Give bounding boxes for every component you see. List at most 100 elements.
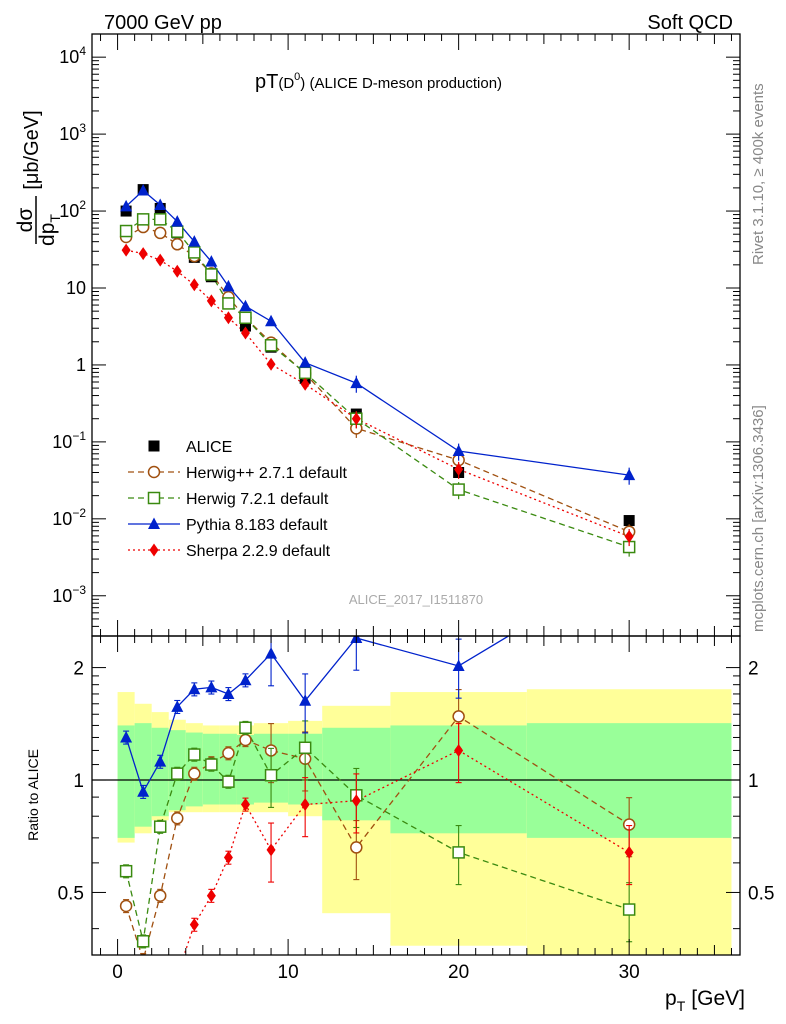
- pythia-ratio-point: [154, 755, 167, 767]
- herwig7-ratio-point: [188, 748, 201, 761]
- herwig7-ratio-point: [171, 767, 184, 780]
- x-tick-label: 30: [619, 962, 640, 983]
- herwigpp-ratio-point: [350, 841, 363, 854]
- herwigpp-point: [153, 226, 167, 240]
- y-tick-label: 104: [59, 44, 86, 67]
- y-tick-label: 1: [76, 355, 86, 375]
- pythia-ratio-point: [188, 682, 201, 695]
- sherpa-ratio-point: [139, 969, 148, 982]
- herwig7-ratio-point: [298, 741, 312, 755]
- pythia-point: [452, 444, 465, 457]
- pythia-point: [120, 199, 133, 212]
- y-tick-label: 10: [66, 278, 86, 298]
- y-tick-label: 10−1: [52, 429, 86, 452]
- herwig7-ratio-point: [153, 820, 167, 833]
- sherpa-ratio-point: [624, 845, 634, 859]
- sherpa-ratio-point: [223, 851, 233, 865]
- pythia-ratio-point: [137, 785, 150, 797]
- sherpa-point: [138, 247, 148, 261]
- sherpa-point: [206, 294, 216, 308]
- pythia-ratio-point: [120, 730, 133, 743]
- pythia-point: [222, 279, 235, 292]
- pythia-point: [265, 314, 278, 327]
- herwig7-point: [239, 311, 252, 325]
- mcplots-credit: mcplots.cern.ch [arXiv:1306.3436]: [750, 405, 767, 632]
- sherpa-ratio-point: [351, 794, 361, 808]
- herwig7-ratio-point: [205, 758, 218, 771]
- herwigpp-point: [171, 238, 184, 251]
- sherpa-point: [351, 412, 361, 426]
- herwigpp-ratio-point: [171, 812, 184, 825]
- ylabel-numerator: dσ: [14, 208, 37, 233]
- legend-herwig7-label: Herwig 7.2.1 default: [186, 491, 329, 508]
- sherpa-point: [624, 529, 634, 543]
- herwig7-ratio-point: [239, 721, 252, 735]
- ratio-uncertainty-band: [92, 689, 740, 955]
- ylabel-units: [μb/GeV]: [21, 110, 43, 189]
- sherpa-ratio-point: [122, 969, 131, 982]
- herwig7-point: [188, 246, 201, 259]
- header-right: Soft QCD: [647, 12, 733, 34]
- pythia-ratio-point: [205, 680, 218, 693]
- ratio-plot-markers: [119, 636, 636, 982]
- herwig7-point: [205, 268, 218, 281]
- y-tick-label: 10−2: [52, 506, 86, 529]
- sherpa-point: [172, 264, 182, 278]
- pythia-point: [623, 468, 636, 481]
- legend-herwig7-marker: [147, 491, 161, 505]
- x-axis-label: pT [GeV]: [665, 987, 745, 1014]
- sherpa-point: [266, 357, 276, 371]
- herwig7-point: [222, 297, 235, 310]
- pythia-main-line: [125, 189, 630, 476]
- sherpa-ratio-point: [300, 797, 310, 811]
- pythia-point: [154, 198, 167, 210]
- ratio-tick-label-right: 2: [748, 659, 759, 680]
- legend-herwigpp-marker: [147, 465, 161, 479]
- ratio-tick-label-left: 1: [73, 771, 84, 792]
- ratio-tick-label-left: 0.5: [58, 883, 84, 904]
- legend-pythia-marker: [148, 517, 160, 529]
- herwigpp-ratio-point: [239, 733, 252, 747]
- ratio-tick-label-right: 0.5: [748, 883, 774, 904]
- pythia-point: [188, 235, 201, 247]
- herwig7-ratio-point: [264, 768, 278, 782]
- pythia-ratio-point: [171, 700, 184, 712]
- herwig7-ratio-point: [222, 775, 235, 788]
- herwig7-point: [136, 213, 150, 226]
- pythia-ratio-point: [299, 694, 312, 706]
- ratio-tick-label-left: 2: [73, 659, 84, 680]
- main-y-axis-label: dσ dpT [μb/GeV]: [14, 110, 63, 246]
- pythia-ratio-point: [239, 673, 252, 686]
- data-point: [623, 515, 635, 527]
- sherpa-ratio-point: [206, 889, 216, 903]
- y-tick-label: 102: [59, 198, 86, 221]
- herwig7-point: [264, 339, 278, 352]
- legend-sherpa-marker: [149, 543, 159, 557]
- sherpa-point: [240, 326, 250, 340]
- plot-title: pT(D0) (ALICE D-meson production): [255, 71, 502, 93]
- legend-data-label: ALICE: [186, 439, 232, 456]
- herwig7-ratio-point: [136, 935, 150, 948]
- herwigpp-ratio-point: [188, 767, 201, 780]
- pythia-point: [350, 376, 363, 389]
- sherpa-ratio-point: [189, 918, 199, 932]
- ratio-y-axis-label: Ratio to ALICE: [25, 749, 41, 841]
- sherpa-point: [223, 311, 233, 325]
- herwig7-point: [298, 366, 312, 380]
- sherpa-ratio-point: [173, 969, 182, 982]
- sherpa-point: [189, 278, 199, 292]
- pythia-ratio-point: [222, 687, 235, 699]
- herwig7-ratio-point: [452, 846, 465, 859]
- y-tick-label: 103: [59, 121, 86, 144]
- band-inner-bin: [236, 734, 254, 805]
- herwigpp-ratio-point: [222, 746, 235, 760]
- sherpa-ratio-point: [240, 797, 250, 811]
- herwig7-point: [119, 224, 133, 238]
- x-tick-label: 10: [278, 962, 299, 983]
- herwig7-ratio-point: [622, 903, 636, 916]
- band-inner-bin: [117, 725, 135, 838]
- sherpa-point: [155, 253, 165, 267]
- herwig7-point: [153, 213, 167, 226]
- analysis-id-watermark: ALICE_2017_I1511870: [349, 592, 483, 607]
